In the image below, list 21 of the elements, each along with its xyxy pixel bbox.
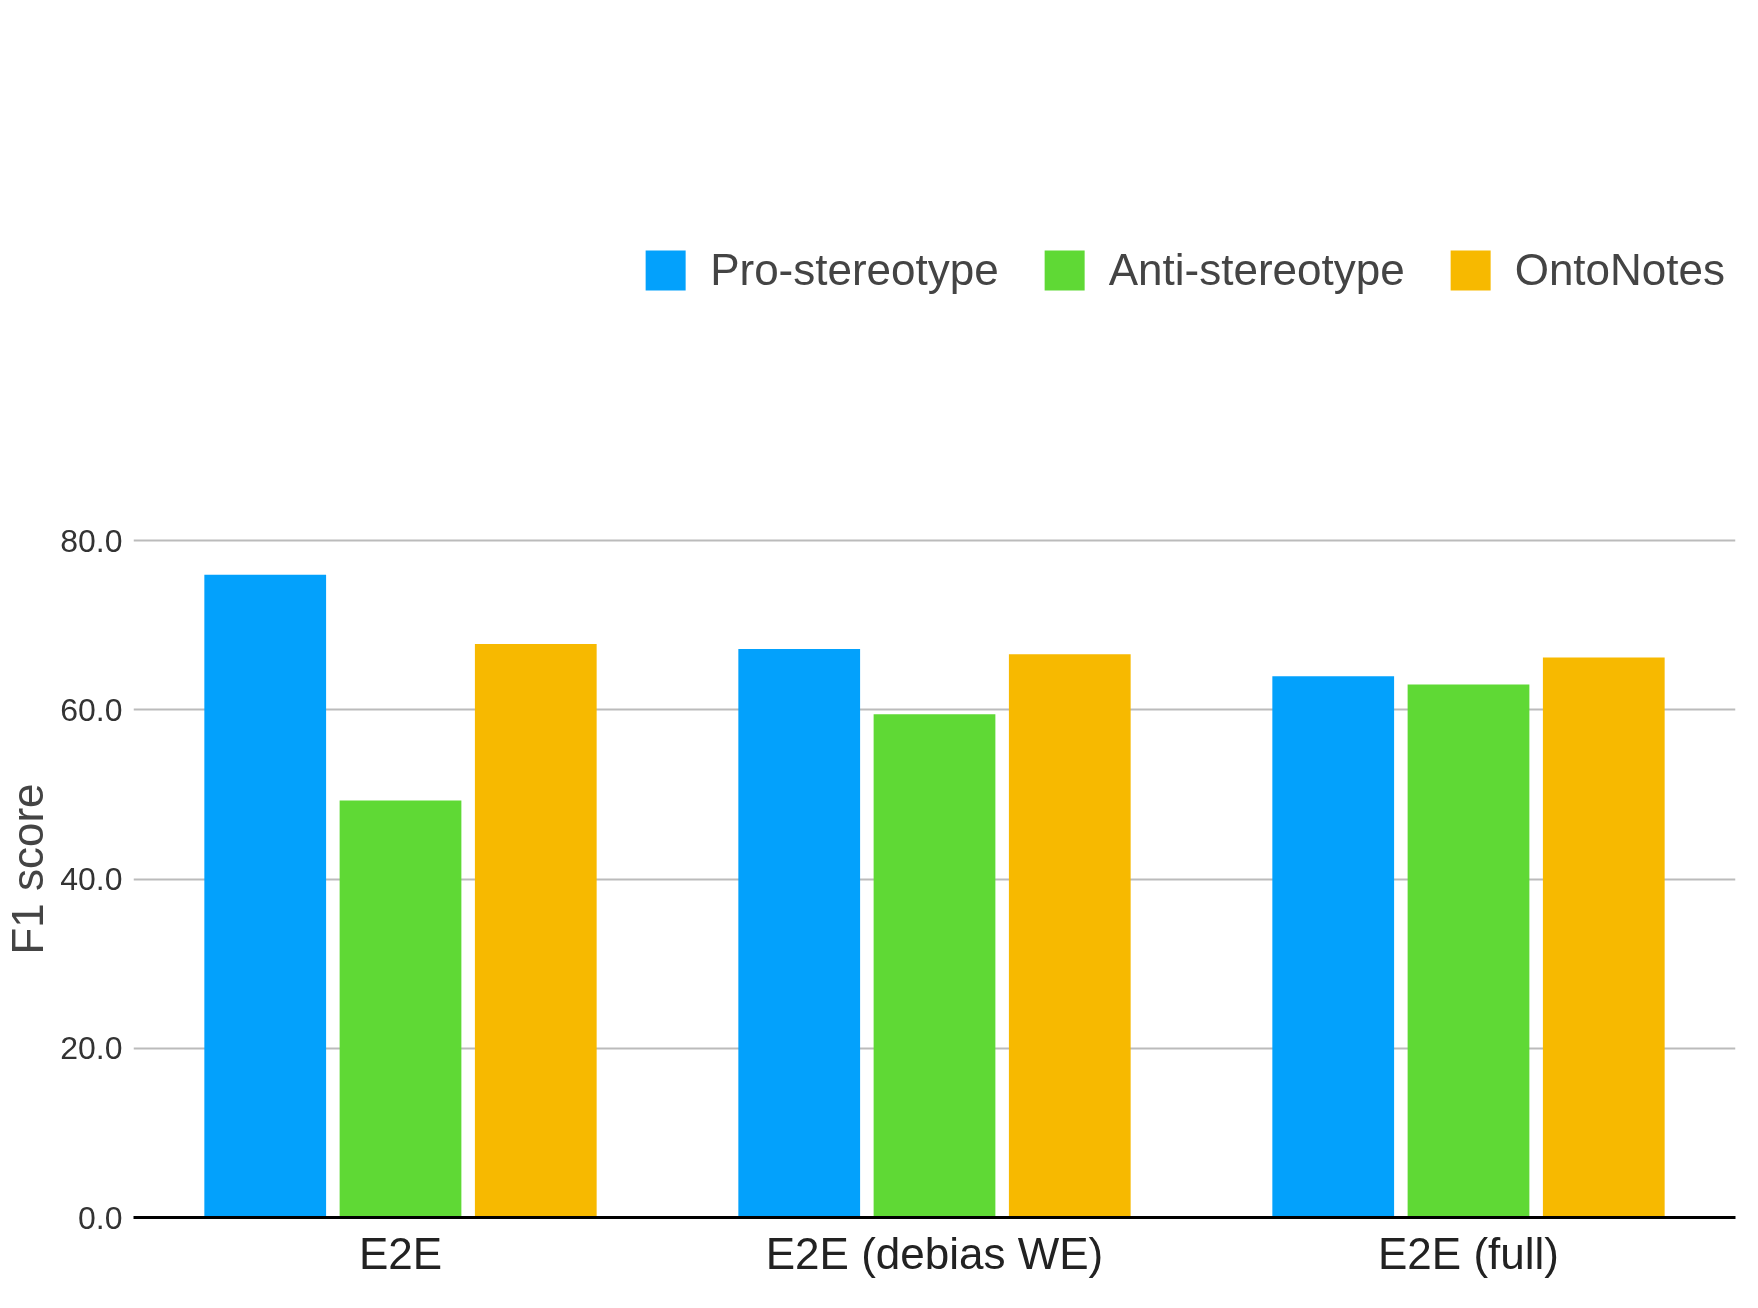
bar [339, 800, 462, 1218]
bar [474, 644, 597, 1218]
y-axis-title: F1 score [3, 783, 53, 955]
bar [1008, 654, 1131, 1218]
y-tick-label: 0.0 [78, 1199, 123, 1236]
y-tick-label: 80.0 [60, 522, 123, 559]
x-tick-label: E2E [358, 1228, 443, 1278]
legend-label: OntoNotes [1514, 245, 1725, 295]
bar [873, 714, 996, 1218]
y-tick-label: 60.0 [60, 691, 123, 728]
legend-label: Anti-stereotype [1108, 245, 1405, 295]
x-tick-label: E2E (full) [1378, 1228, 1559, 1278]
y-tick-label: 40.0 [60, 861, 123, 898]
bar [1542, 657, 1665, 1218]
legend-label: Pro-stereotype [710, 245, 999, 295]
bar [1407, 684, 1530, 1218]
x-tick-label: E2E (debias WE) [765, 1228, 1104, 1278]
bar [738, 649, 861, 1218]
bar [204, 574, 327, 1218]
y-tick-label: 20.0 [60, 1030, 123, 1067]
bar [1272, 676, 1395, 1218]
